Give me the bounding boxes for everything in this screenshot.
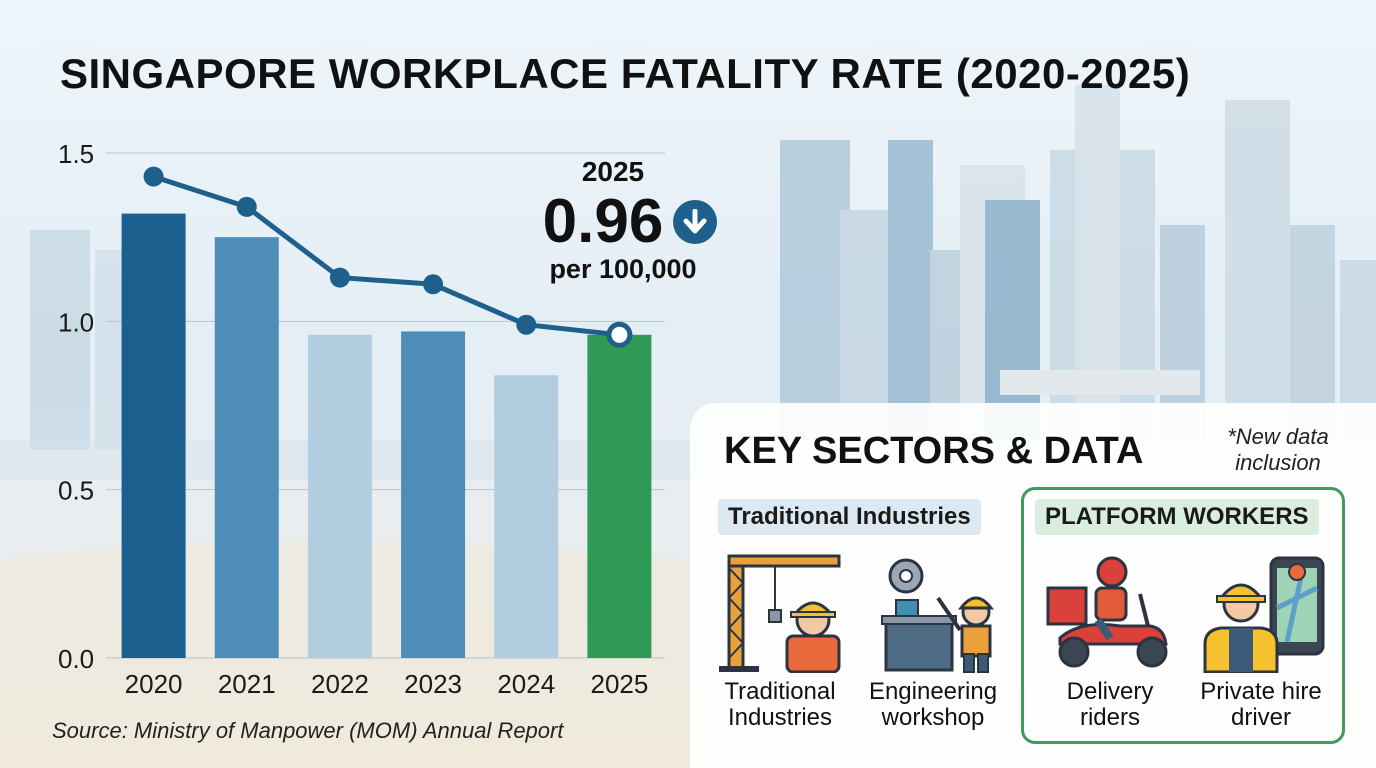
point-2022	[329, 267, 350, 288]
trend-line	[152, 174, 620, 338]
panel-title: KEY SECTORS & DATA	[724, 430, 1144, 472]
x-tick-label: 2022	[311, 669, 369, 699]
point-2021	[236, 196, 257, 217]
point-2024	[516, 314, 537, 335]
bars	[121, 213, 652, 658]
x-tick-label: 2020	[125, 669, 183, 699]
latest-rate-callout: 2025 0.96 per 100,000	[518, 156, 748, 285]
sector-label: Private hire driver	[1200, 678, 1322, 731]
callout-year: 2025	[581, 156, 645, 187]
new-data-note: *New data inclusion	[1227, 424, 1329, 475]
delivery-scooter-icon	[1046, 556, 1168, 668]
bar-2024	[494, 375, 559, 658]
ride-hail-driver-icon	[1203, 556, 1325, 673]
y-tick-label: 1.0	[58, 307, 94, 337]
y-tick-label: 0.5	[58, 476, 94, 506]
crane-worker-icon	[719, 554, 841, 673]
callout-value: 0.96	[542, 187, 664, 256]
point-center-2025	[611, 326, 628, 343]
x-tick-label: 2023	[404, 669, 462, 699]
sector-traditional-industries: Traditional Industries	[705, 548, 855, 731]
workshop-worker-icon	[881, 558, 995, 673]
bar-2025	[587, 334, 652, 658]
group-label-platform: PLATFORM WORKERS	[1035, 499, 1319, 535]
y-tick-label: 0.0	[58, 644, 94, 674]
trend-line-path	[152, 174, 620, 338]
bar-2021	[214, 237, 279, 658]
arrow-down-icon	[673, 200, 718, 244]
sector-delivery-riders: Delivery riders	[1035, 548, 1185, 731]
x-tick-label: 2021	[218, 669, 276, 699]
bar-2020	[121, 213, 186, 658]
bar-2023	[401, 331, 466, 658]
y-tick-label: 1.5	[58, 139, 94, 169]
point-2023	[423, 274, 444, 295]
bar-2022	[307, 334, 372, 658]
chart-title: SINGAPORE WORKPLACE FATALITY RATE (2020-…	[60, 50, 1191, 97]
sector-engineering-workshop: Engineering workshop	[858, 548, 1008, 731]
sector-label: Traditional Industries	[724, 678, 836, 731]
platform-workers-box	[1021, 487, 1345, 744]
grid-lines	[106, 152, 665, 659]
key-sectors-panel	[690, 403, 1376, 768]
trend-points	[143, 166, 633, 348]
callout-unit: per 100,000	[549, 254, 697, 284]
source-note: Source: Ministry of Manpower (MOM) Annua…	[52, 718, 564, 743]
group-label-traditional: Traditional Industries	[718, 499, 981, 535]
x-tick-label: 2024	[497, 669, 555, 699]
point-2020	[143, 166, 164, 187]
sector-label: Engineering workshop	[868, 678, 998, 731]
sector-label: Delivery riders	[1066, 678, 1154, 731]
x-axis-ticks: 2020 2021 2022 2023 2024 2025	[125, 669, 649, 699]
x-tick-label: 2025	[590, 669, 648, 699]
sector-private-hire-driver: Private hire driver	[1186, 548, 1336, 731]
y-axis-ticks: 0.0 0.5 1.0 1.5	[58, 139, 94, 674]
